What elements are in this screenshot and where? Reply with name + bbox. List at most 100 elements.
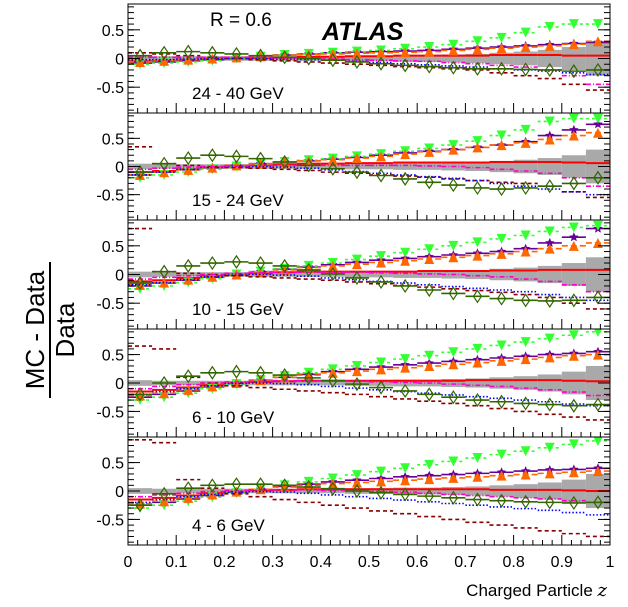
series-point [424,175,434,190]
series-point [279,258,290,273]
series-point [304,158,314,173]
series-point [592,127,603,138]
series-point [448,178,459,193]
series-point [448,39,459,50]
series-point [520,137,531,148]
series-point [351,360,362,371]
panel-label: 24 - 40 GeV [192,84,284,103]
series-point [135,279,146,290]
series-point [448,390,459,405]
series-point [593,397,603,412]
series-olive [128,254,610,308]
series-point [520,62,531,77]
series-point [376,485,386,500]
series-point [135,165,145,180]
x-tick-label: 0.4 [310,554,332,571]
series-point [496,61,507,76]
panel-4: 0.5 0 -0.5 6 - 10 GeV [96,328,611,438]
series-point [352,270,362,286]
panel-label: 4 - 6 GeV [192,516,265,535]
x-tick-label: 0.2 [213,554,235,571]
series-point [448,60,459,75]
series-point [255,255,266,271]
series-point [231,254,242,269]
series-point [448,144,459,155]
series-point [207,255,218,271]
series-point [496,248,507,259]
series-point [183,492,194,503]
panel-label: 15 - 24 GeV [192,191,284,210]
series-point [568,439,579,450]
series-point [496,181,507,197]
series-point [351,48,362,59]
series-point [159,388,170,399]
series-point [207,478,218,493]
series-point [592,466,603,477]
series-point [472,44,483,55]
series-point [207,489,218,500]
series-point [544,226,555,237]
series-point [135,276,145,291]
series-point [424,474,435,485]
panel-3: 0.5 0 -0.5 10 - 15 GeV [96,219,611,330]
x-tick-label: 0.5 [358,554,380,571]
series-point [231,149,242,164]
series-point [424,459,435,470]
series-point [496,233,507,244]
series-point [520,354,531,365]
y-tick-label: 0 [115,268,124,285]
series-point [594,329,602,337]
series-point [424,282,434,298]
series-point [400,487,410,502]
series-point [544,333,555,344]
series-point [400,463,411,474]
series-point [593,437,603,446]
series-point [520,396,531,411]
series-point [279,478,290,493]
series-point [520,293,531,308]
y-tick-label: 0.5 [102,348,124,365]
series-point [183,54,194,65]
series-point [279,367,290,383]
series-point [496,493,507,508]
series-point [448,286,459,301]
series-point [520,469,531,480]
series-point [351,366,362,377]
series-point [159,156,169,171]
panel-label: 10 - 15 GeV [192,300,284,319]
series-point [424,254,435,265]
series-point [472,250,483,261]
y-tick-label: -0.5 [96,188,124,205]
series-point [159,375,169,391]
series-point [183,481,193,496]
series-point [159,277,170,288]
series-point [592,36,603,47]
series-point [472,392,483,408]
series-point [593,495,603,510]
series-point [328,266,338,282]
series-point [592,113,603,124]
y-tick-label: 0.5 [102,456,124,473]
series-point [568,350,579,361]
series-point [400,475,411,486]
series-point [544,21,555,32]
series-olive [128,477,610,513]
series-point [231,364,242,379]
series-point [592,237,603,248]
series-point [448,347,459,358]
series-point [159,45,169,60]
series-point [520,337,531,348]
series-point [327,260,338,271]
y-tick-label: -0.5 [96,296,124,313]
panel-plot-area [128,437,610,538]
series-point [496,291,507,306]
series-point [592,349,603,360]
series-point [496,470,507,481]
series-point [568,467,579,478]
series-magenta [128,379,610,397]
series-point [545,495,555,510]
panel-5: 0.5 0 -0.5 4 - 6 GeV [96,436,611,546]
series-point [496,449,507,460]
series-blue [128,273,610,302]
